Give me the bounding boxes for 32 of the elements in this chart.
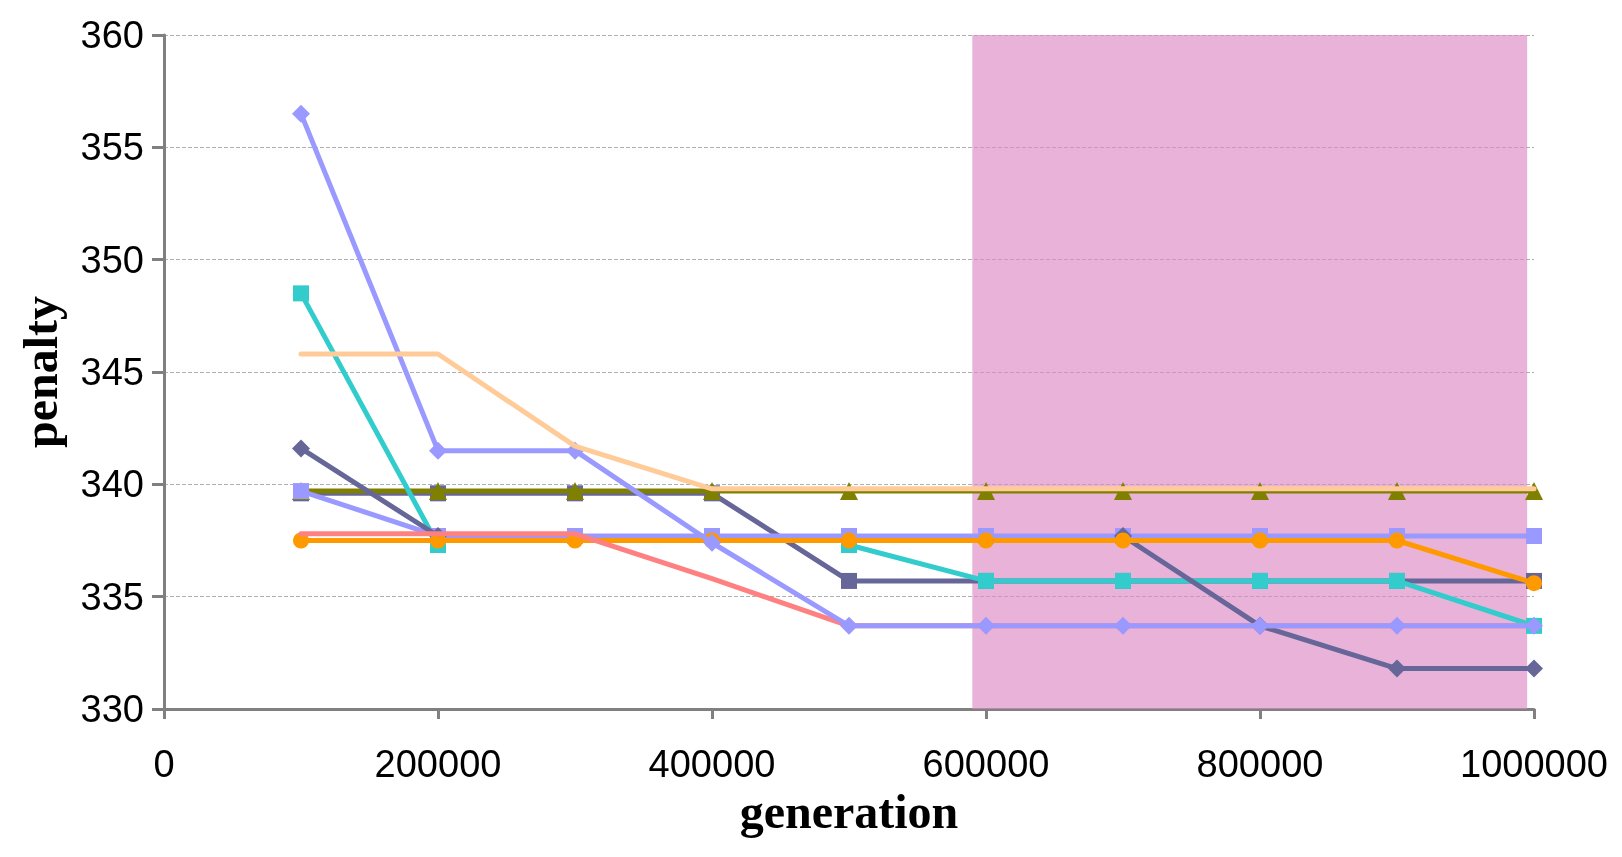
point	[977, 616, 995, 635]
x-tick-label: 0	[153, 743, 175, 785]
x-tick-label: 1000000	[1460, 743, 1608, 785]
y-tick-label: 340	[80, 463, 144, 506]
x-tick-label: 600000	[922, 743, 1050, 785]
y-tick-label: 345	[80, 351, 144, 393]
y-tick-label: 330	[80, 688, 144, 730]
point	[841, 572, 857, 589]
point	[292, 104, 310, 123]
point	[293, 285, 309, 302]
point	[1389, 532, 1405, 549]
x-axis-title: generation	[739, 785, 959, 839]
point	[1525, 659, 1543, 678]
point	[978, 532, 994, 549]
point	[1388, 616, 1406, 635]
y-tick-label: 350	[80, 238, 144, 281]
y-axis-title: penalty	[13, 295, 67, 449]
point	[1526, 528, 1542, 545]
point	[1388, 659, 1406, 678]
point	[840, 616, 858, 635]
point	[1252, 532, 1268, 549]
point	[1115, 532, 1131, 549]
point	[429, 441, 447, 460]
y-tick-label: 360	[80, 14, 144, 56]
y-tick-label: 335	[80, 575, 144, 618]
x-tick-label: 400000	[648, 743, 776, 785]
x-tick-label: 800000	[1196, 743, 1324, 785]
point	[841, 532, 857, 549]
point	[292, 439, 310, 458]
y-tick-label: 355	[80, 126, 144, 169]
point	[1114, 616, 1132, 635]
x-tick-label: 200000	[374, 743, 502, 785]
